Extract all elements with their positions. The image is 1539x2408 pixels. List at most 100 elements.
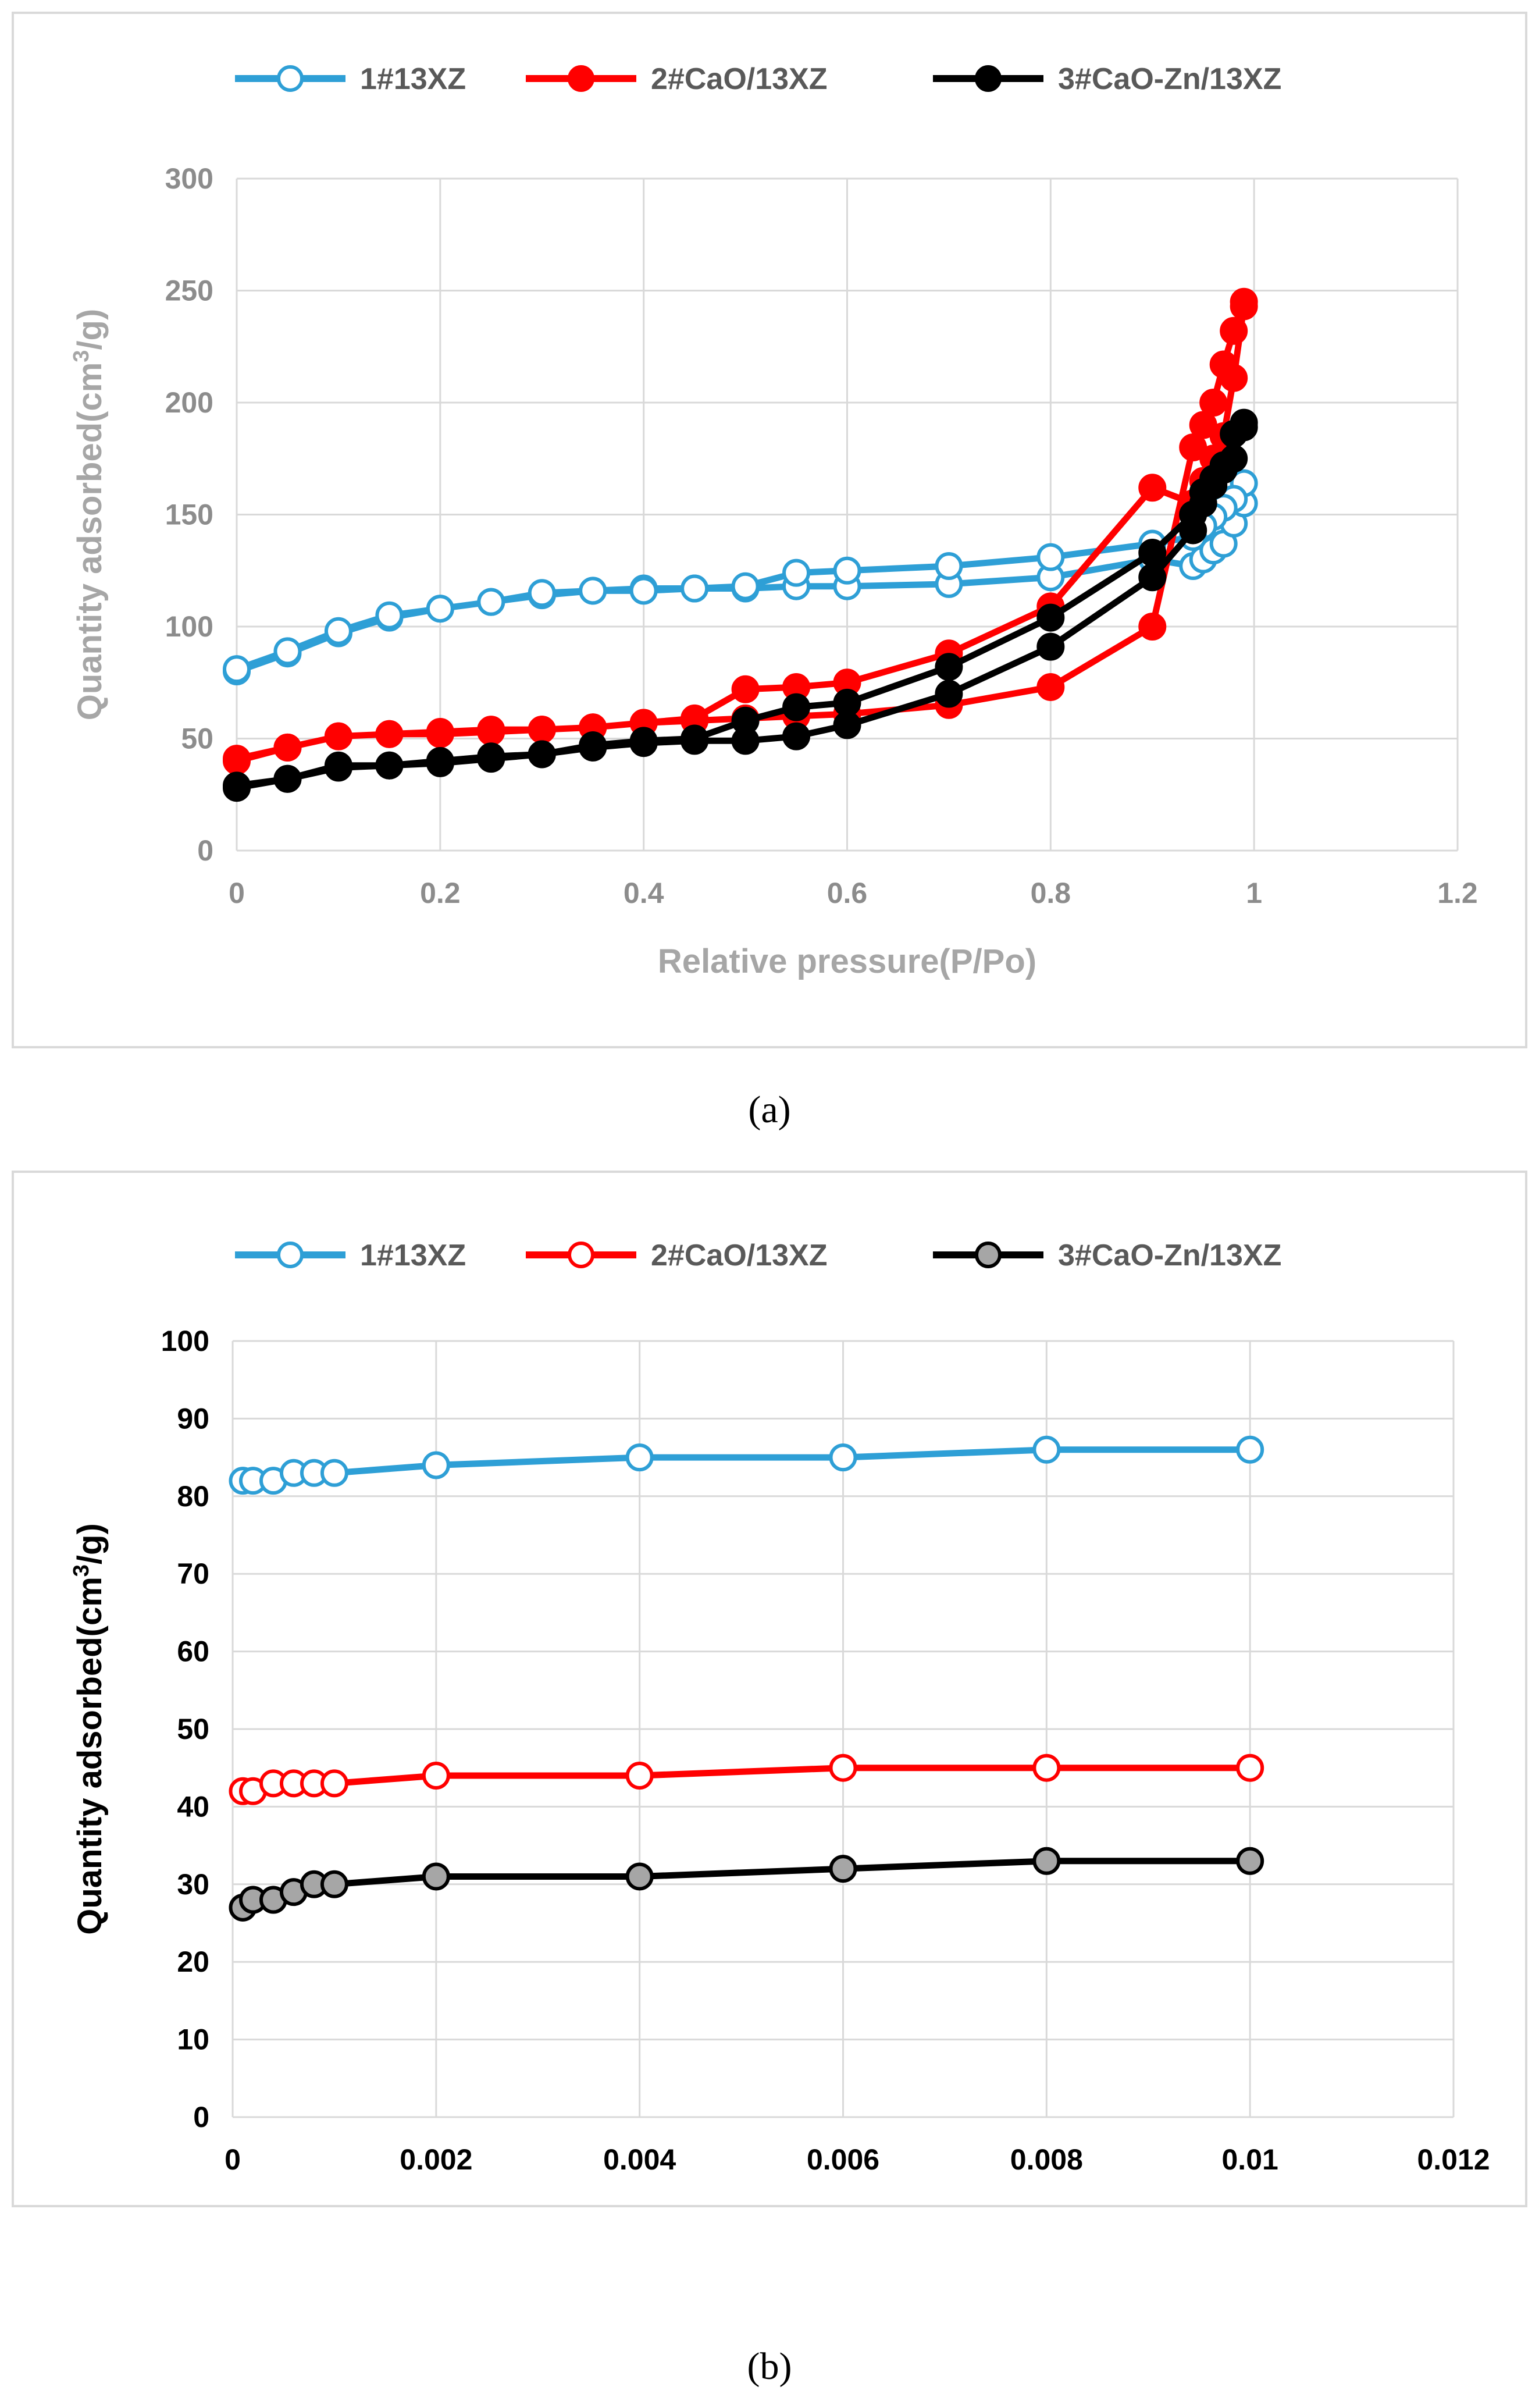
y-tick-label: 10 [177,2023,209,2056]
y-tick-label: 50 [181,723,213,755]
legend-label: 1#13XZ [360,1239,466,1272]
caption-a: (a) [748,1089,791,1131]
x-tick-label: 0.012 [1417,2143,1490,2176]
legend-marker [975,1242,1002,1268]
data-point-series-2 [273,733,302,762]
y-tick-label: 100 [161,1325,209,1357]
data-point-series-3 [422,1862,450,1891]
y-tick-label: 50 [177,1713,209,1745]
data-point-series-3 [629,727,658,755]
data-point-series-3 [1032,1847,1061,1875]
data-point-series-1 [731,572,760,600]
y-tick-label: 250 [165,275,213,307]
data-point-series-3 [625,1862,654,1891]
data-point-series-1 [1032,1435,1061,1464]
data-point-series-3 [782,693,811,721]
y-axis-title-tail: /g) [71,309,109,350]
data-point-series-3 [375,751,404,780]
data-point-series-1 [829,1443,857,1472]
y-axis-title-superscript: 3 [69,1564,94,1577]
y-tick-label: 60 [177,1635,209,1668]
data-point-series-1 [579,577,607,605]
x-tick-label: 1.2 [1437,877,1478,909]
data-point-series-3 [1036,632,1065,661]
data-point-series-1 [375,601,404,629]
data-point-series-1 [1236,1435,1264,1464]
legend-marker [975,65,1002,92]
x-tick-label: 0.01 [1222,2143,1278,2176]
series-line-1 [240,1446,1253,1484]
y-tick-label: 70 [177,1557,209,1590]
data-point-series-2 [375,720,404,748]
y-tick-label: 30 [177,1868,209,1901]
data-point-series-1 [935,552,963,581]
data-point-series-2 [324,722,352,751]
data-point-series-2 [422,1762,450,1790]
data-point-series-1 [477,588,505,616]
y-axis-title: Quantity adsorbed(cm3/g) [69,309,109,721]
y-axis-title-main: Quantity adsorbed(cm [71,362,109,721]
data-point-series-1 [324,617,352,645]
data-point-series-2 [1199,389,1228,417]
data-point-series-3 [1138,538,1167,567]
data-point-series-3 [829,1855,857,1883]
x-tick-label: 0.002 [400,2143,472,2176]
data-point-series-3 [1179,500,1207,529]
data-point-series-3 [324,751,352,780]
x-tick-label: 0.8 [1031,877,1071,909]
data-point-series-1 [1036,543,1065,571]
data-point-series-2 [1138,613,1167,641]
y-axis-title-superscript: 3 [69,350,94,362]
y-tick-label: 90 [177,1402,209,1435]
legend-label: 3#CaO-Zn/13XZ [1058,1239,1281,1272]
y-axis-title-main: Quantity adsorbed(cm [71,1577,109,1935]
data-point-series-2 [426,720,454,748]
x-tick-label: 0.4 [624,877,664,909]
data-point-series-1 [223,655,251,684]
data-point-series-3 [579,731,607,760]
data-point-series-2 [528,716,556,744]
data-point-series-3 [935,653,963,681]
data-point-series-1 [320,1459,348,1487]
y-tick-label: 300 [165,162,213,195]
data-point-series-2 [1220,364,1248,392]
data-point-series-2 [1230,292,1258,321]
y-tick-label: 200 [165,386,213,419]
data-point-series-1 [625,1443,654,1472]
x-tick-label: 0.004 [603,2143,676,2176]
legend-marker [277,1242,304,1268]
legend-marker [568,1242,594,1268]
data-point-series-1 [782,559,811,587]
data-point-series-2 [625,1762,654,1790]
data-point-series-2 [1032,1753,1061,1782]
data-point-series-2 [1220,316,1248,345]
data-point-series-2 [477,717,505,746]
y-tick-label: 0 [197,834,213,867]
y-axis-title-tail: /g) [71,1523,109,1564]
x-tick-label: 1 [1246,877,1262,909]
data-point-series-2 [320,1769,348,1798]
legend-marker [568,65,594,92]
data-point-series-1 [528,579,556,607]
data-point-series-3 [273,764,302,793]
legend-label: 2#CaO/13XZ [651,62,828,96]
data-point-series-3 [320,1870,348,1898]
chart-panel-a: 0 0.2 0.4 0.6 0.8 1 1.2 0 50 100 150 200 250 300 Relat… [12,12,1527,1048]
data-point-series-3 [782,722,811,751]
chart-panel-b: 0 0.002 0.004 0.006 0.008 0.01 0.012 0 10 20 30 40 5… [12,1171,1527,2207]
x-axis-title: Relative pressure(P/Po) [658,942,1036,980]
x-tick-label: 0.6 [827,877,868,909]
x-tick-label: 0.006 [807,2143,879,2176]
caption-b: (b) [747,2345,792,2388]
legend-label: 2#CaO/13XZ [651,1239,828,1272]
y-tick-label: 80 [177,1480,209,1513]
data-point-series-1 [629,577,658,605]
data-point-series-3 [1138,563,1167,592]
x-tick-label: 0 [225,2143,241,2176]
data-point-series-3 [223,771,251,800]
legend-label: 3#CaO-Zn/13XZ [1058,62,1281,96]
data-point-series-3 [935,680,963,708]
series-line-2 [240,1765,1253,1795]
data-point-series-3 [1236,1847,1264,1875]
x-tick-label: 0.008 [1010,2143,1083,2176]
